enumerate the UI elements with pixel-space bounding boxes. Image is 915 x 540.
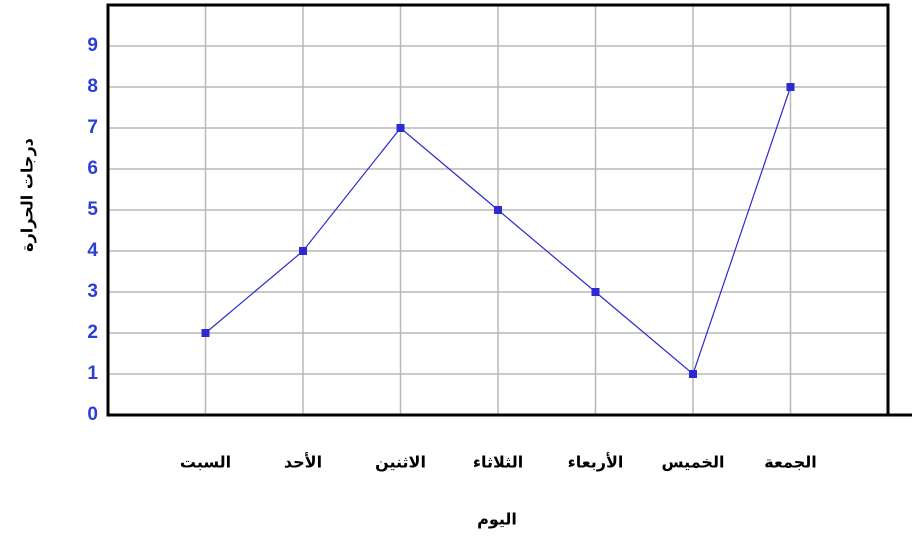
x-tick-label: السبت (180, 453, 231, 472)
x-tick-label: الثلاثاء (473, 453, 523, 472)
y-tick-label: 0 (87, 404, 98, 425)
x-tick-label: الأحد (284, 453, 322, 472)
x-tick-label: الجمعة (764, 453, 816, 472)
data-point (299, 247, 307, 255)
x-tick-label: الأربعاء (568, 453, 624, 472)
y-tick-label: 6 (87, 158, 98, 179)
x-tick-label: الخميس (662, 453, 725, 472)
y-tick-label: 7 (87, 117, 98, 138)
y-axis-label: درجات الحرارة (18, 138, 37, 252)
data-point (591, 288, 600, 296)
x-tick-label: الاثنين (375, 453, 426, 472)
y-tick-label: 3 (87, 281, 98, 302)
data-point (786, 83, 795, 91)
x-axis-label: اليوم (477, 510, 517, 529)
data-point (494, 206, 502, 214)
y-tick-label: 5 (87, 199, 98, 220)
y-tick-label: 4 (87, 240, 98, 261)
y-tick-label: 9 (87, 35, 98, 56)
data-point (201, 329, 210, 337)
y-tick-label: 2 (87, 322, 98, 343)
y-tick-label: 8 (87, 76, 98, 97)
y-tick-label: 1 (87, 363, 98, 384)
data-point (689, 370, 697, 378)
data-point (396, 124, 405, 132)
